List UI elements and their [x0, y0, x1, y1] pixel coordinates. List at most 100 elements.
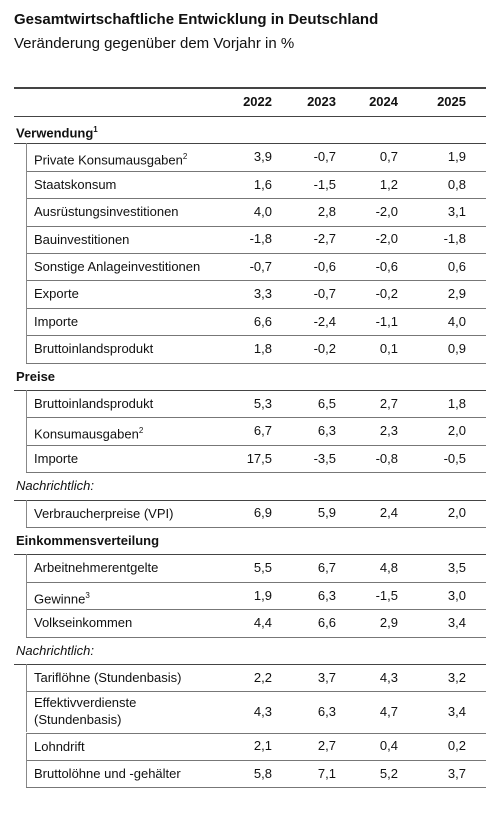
row-divider [26, 307, 27, 336]
row-rule [26, 691, 486, 693]
row-label: Ausrüstungsinvestitionen [34, 204, 179, 220]
section-rule [14, 499, 486, 501]
row-label: (Stundenbasis) [34, 712, 122, 728]
cell: 4,0 [253, 203, 272, 219]
cell: 3,5 [447, 560, 466, 576]
top-rule [14, 87, 486, 89]
row-divider [26, 759, 27, 788]
cell: 2,0 [447, 505, 466, 521]
cell: 1,8 [253, 340, 272, 356]
row-rule [26, 732, 486, 734]
cell: -0,7 [313, 286, 336, 302]
row-divider [26, 225, 27, 253]
cell: 2,3 [379, 423, 398, 439]
row-divider [26, 444, 27, 473]
cell: -2,0 [375, 203, 398, 219]
section-rule [14, 554, 486, 556]
row-label: Bauinvestitionen [34, 231, 130, 247]
row-rule [26, 198, 486, 200]
cell: -0,2 [313, 340, 336, 356]
cell: 5,2 [379, 765, 398, 781]
cell: 3,2 [447, 669, 466, 685]
cell: 1,9 [447, 149, 466, 165]
section-rule [14, 390, 486, 391]
cell: 6,5 [317, 395, 336, 411]
cell: 5,5 [253, 560, 272, 576]
cell: 3,7 [447, 765, 466, 781]
cell: 3,0 [447, 587, 466, 603]
row-rule [26, 636, 486, 638]
row-label: Tariflöhne (Stundenbasis) [34, 670, 182, 685]
cell: 6,6 [253, 313, 272, 329]
cell: -3,5 [313, 450, 336, 466]
row-rule [26, 280, 486, 282]
row-label: Verbraucherpreise (VPI) [34, 505, 174, 521]
cell: 3,1 [447, 203, 466, 219]
cell: 5,9 [317, 505, 336, 521]
cell: 2,2 [253, 669, 272, 685]
footnote-mark: 3 [85, 590, 90, 600]
row-divider [26, 609, 27, 637]
cell: 3,3 [253, 286, 272, 302]
row-rule [26, 253, 486, 254]
row-divider [26, 417, 27, 445]
cell: 2,7 [317, 738, 336, 754]
cell: 6,7 [317, 560, 336, 576]
cell: -1,5 [375, 587, 398, 603]
cell: -0,8 [375, 450, 398, 466]
row-rule [26, 362, 486, 364]
row-rule [26, 527, 486, 528]
column-header: 2025 [437, 94, 466, 109]
row-label: Konsumausgaben2 [34, 426, 144, 442]
section-label: Preise [16, 368, 56, 384]
section-rule [14, 664, 486, 665]
cell: 6,3 [317, 423, 336, 439]
row-label: Staatskonsum [34, 176, 117, 192]
cell: 1,8 [447, 395, 466, 411]
section-label: Nachrichtlich: [16, 642, 95, 658]
cell: 4,3 [379, 669, 398, 685]
cell: 4,8 [379, 560, 398, 576]
cell: 0,8 [447, 176, 466, 192]
row-label: Bruttoinlandsprodukt [34, 396, 154, 411]
row-label: Volkseinkommen [34, 615, 133, 631]
cell: 0,4 [379, 738, 398, 754]
cell: -0,5 [443, 450, 466, 466]
row-rule [26, 472, 486, 474]
row-rule [26, 335, 486, 337]
cell: 0,9 [447, 340, 466, 356]
section-label: Verwendung1 [16, 125, 98, 141]
cell: 3,4 [447, 614, 466, 630]
cell: 4,7 [379, 703, 398, 719]
cell: 1,9 [253, 587, 272, 603]
cell: -0,7 [313, 149, 336, 165]
title: Gesamtwirtschaftliche Entwicklung in Deu… [14, 11, 379, 28]
row-divider [26, 499, 27, 527]
cell: 1,6 [253, 176, 272, 192]
cell: -0,2 [375, 286, 398, 302]
row-rule [26, 609, 486, 611]
cell: 6,3 [317, 587, 336, 603]
cell: 5,8 [253, 765, 272, 781]
header-rule [14, 116, 486, 117]
cell: 2,9 [379, 614, 398, 630]
row-divider [26, 198, 27, 226]
cell: 4,0 [447, 313, 466, 329]
column-header: 2024 [369, 94, 398, 109]
row-label: Bruttolöhne und -gehälter [34, 765, 181, 781]
cell: 0,2 [447, 738, 466, 754]
cell: -1,5 [313, 176, 336, 192]
cell: 0,1 [379, 340, 398, 356]
row-divider [26, 390, 27, 418]
cell: 2,8 [317, 203, 336, 219]
cell: -0,6 [375, 258, 398, 274]
cell: 6,9 [253, 505, 272, 521]
row-label: Lohndrift [34, 738, 85, 754]
row-divider [26, 253, 27, 281]
row-divider [26, 581, 27, 610]
row-label: Bruttoinlandsprodukt [34, 341, 154, 357]
cell: 6,3 [317, 703, 336, 719]
row-label: Importe [34, 450, 79, 466]
row-rule [26, 581, 486, 583]
